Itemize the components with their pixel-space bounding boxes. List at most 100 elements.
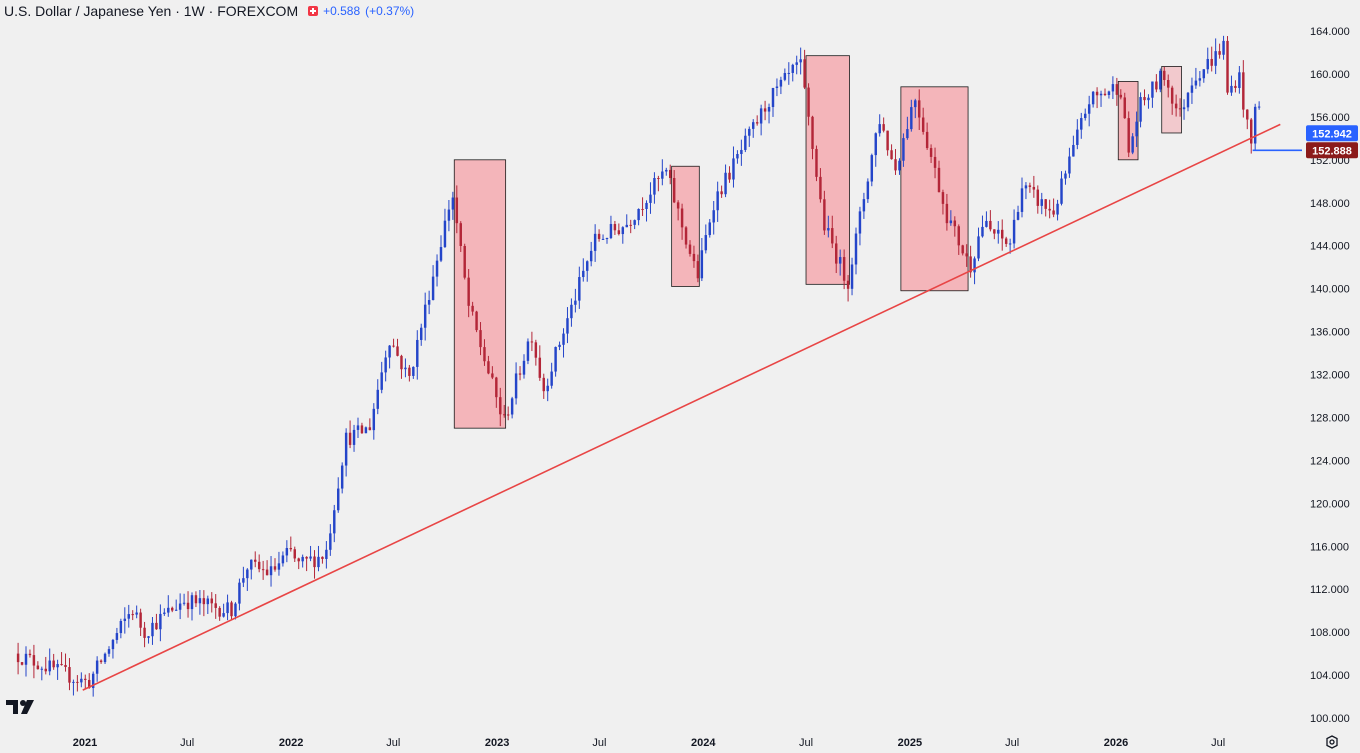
candle-body[interactable] bbox=[902, 138, 905, 161]
candle-body[interactable] bbox=[380, 372, 383, 390]
candle-body[interactable] bbox=[767, 107, 771, 112]
candle-body[interactable] bbox=[1257, 106, 1261, 108]
candle-body[interactable] bbox=[439, 247, 443, 261]
candle-body[interactable] bbox=[538, 357, 542, 378]
candle-body[interactable] bbox=[301, 556, 304, 562]
candle-body[interactable] bbox=[1040, 199, 1043, 206]
candle-body[interactable] bbox=[605, 238, 609, 240]
candle-body[interactable] bbox=[423, 304, 427, 328]
candle-body[interactable] bbox=[1068, 156, 1071, 174]
candle-body[interactable] bbox=[416, 339, 419, 367]
candle-body[interactable] bbox=[103, 653, 107, 663]
candle-body[interactable] bbox=[127, 614, 130, 619]
candle-body[interactable] bbox=[265, 569, 269, 576]
candle-body[interactable] bbox=[688, 244, 692, 254]
candle-body[interactable] bbox=[601, 238, 605, 240]
candle-body[interactable] bbox=[1147, 97, 1150, 101]
candle-body[interactable] bbox=[716, 191, 719, 211]
candle-body[interactable] bbox=[534, 342, 538, 358]
candle-body[interactable] bbox=[435, 260, 439, 277]
candle-body[interactable] bbox=[499, 397, 502, 415]
candle-body[interactable] bbox=[890, 150, 893, 160]
candle-body[interactable] bbox=[613, 224, 617, 231]
candle-body[interactable] bbox=[1111, 84, 1115, 92]
candle-body[interactable] bbox=[1198, 78, 1202, 81]
candle-body[interactable] bbox=[487, 361, 490, 374]
candle-body[interactable] bbox=[317, 556, 320, 568]
candle-body[interactable] bbox=[1064, 173, 1067, 179]
candle-body[interactable] bbox=[653, 178, 656, 195]
candle-body[interactable] bbox=[945, 203, 949, 224]
candle-body[interactable] bbox=[1020, 188, 1024, 212]
candle-body[interactable] bbox=[309, 556, 312, 559]
candle-body[interactable] bbox=[1123, 97, 1126, 119]
candle-body[interactable] bbox=[779, 79, 783, 87]
candle-body[interactable] bbox=[72, 681, 75, 683]
candle-body[interactable] bbox=[1174, 103, 1178, 109]
candle-body[interactable] bbox=[321, 556, 324, 559]
candle-body[interactable] bbox=[965, 253, 968, 257]
candle-body[interactable] bbox=[384, 357, 387, 373]
candle-body[interactable] bbox=[143, 627, 146, 638]
candle-body[interactable] bbox=[479, 330, 482, 348]
candle-body[interactable] bbox=[404, 367, 407, 370]
candle-body[interactable] bbox=[230, 602, 233, 617]
candle-body[interactable] bbox=[1095, 91, 1099, 96]
candle-body[interactable] bbox=[431, 276, 435, 301]
candle-body[interactable] bbox=[562, 333, 565, 345]
candle-body[interactable] bbox=[819, 176, 822, 200]
candle-body[interactable] bbox=[182, 602, 186, 604]
plus-square-icon[interactable] bbox=[308, 6, 319, 16]
candle-body[interactable] bbox=[1242, 72, 1245, 110]
candle-body[interactable] bbox=[1238, 72, 1241, 89]
candle-body[interactable] bbox=[447, 209, 451, 221]
candle-body[interactable] bbox=[657, 178, 660, 180]
candle-body[interactable] bbox=[858, 211, 862, 234]
candle-body[interactable] bbox=[364, 427, 368, 434]
candle-body[interactable] bbox=[28, 653, 32, 656]
candle-body[interactable] bbox=[728, 172, 731, 180]
candle-body[interactable] bbox=[1131, 136, 1134, 153]
candle-body[interactable] bbox=[961, 245, 964, 254]
candle-body[interactable] bbox=[759, 108, 763, 124]
candle-body[interactable] bbox=[352, 429, 356, 445]
candle-body[interactable] bbox=[333, 510, 336, 534]
candle-body[interactable] bbox=[1048, 208, 1051, 211]
candle-body[interactable] bbox=[155, 622, 158, 630]
candle-body[interactable] bbox=[700, 250, 704, 279]
candle-body[interactable] bbox=[372, 408, 376, 431]
candle-body[interactable] bbox=[1202, 69, 1206, 79]
candle-body[interactable] bbox=[455, 197, 459, 224]
candle-body[interactable] bbox=[906, 129, 909, 139]
candle-body[interactable] bbox=[246, 569, 249, 579]
candle-body[interactable] bbox=[163, 612, 166, 614]
candle-body[interactable] bbox=[957, 226, 960, 246]
candle-body[interactable] bbox=[84, 678, 87, 680]
candle-body[interactable] bbox=[799, 59, 802, 63]
candle-body[interactable] bbox=[740, 149, 743, 155]
candle-body[interactable] bbox=[1052, 210, 1055, 215]
candle-body[interactable] bbox=[1044, 199, 1047, 209]
candle-body[interactable] bbox=[1008, 243, 1012, 245]
candle-body[interactable] bbox=[1091, 91, 1095, 105]
tradingview-logo-icon[interactable] bbox=[6, 698, 38, 716]
candle-body[interactable] bbox=[1210, 58, 1213, 66]
candle-body[interactable] bbox=[732, 158, 735, 180]
candle-body[interactable] bbox=[412, 366, 415, 376]
candle-body[interactable] bbox=[510, 398, 514, 415]
candle-body[interactable] bbox=[483, 347, 486, 362]
candle-body[interactable] bbox=[20, 662, 24, 665]
candle-body[interactable] bbox=[1190, 85, 1194, 93]
candle-body[interactable] bbox=[558, 344, 561, 347]
candle-body[interactable] bbox=[202, 598, 206, 605]
candle-body[interactable] bbox=[344, 432, 348, 466]
candle-body[interactable] bbox=[400, 355, 403, 370]
candle-body[interactable] bbox=[1084, 113, 1087, 119]
candle-body[interactable] bbox=[95, 660, 99, 674]
candle-body[interactable] bbox=[854, 233, 858, 265]
candle-body[interactable] bbox=[609, 224, 613, 239]
candle-body[interactable] bbox=[546, 385, 549, 392]
candle-body[interactable] bbox=[159, 613, 162, 630]
candle-body[interactable] bbox=[60, 664, 63, 666]
candle-body[interactable] bbox=[1151, 81, 1154, 98]
